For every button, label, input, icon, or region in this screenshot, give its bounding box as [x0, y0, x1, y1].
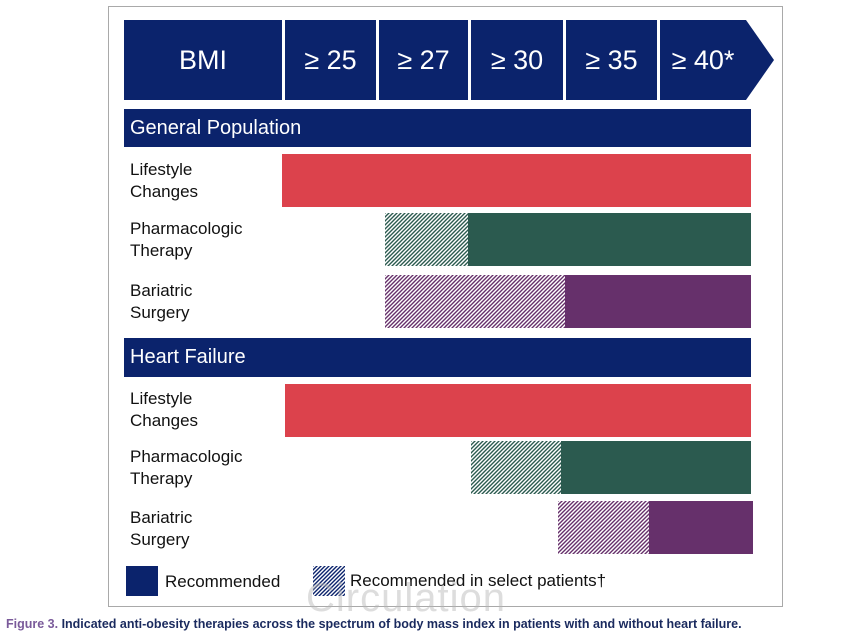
section-general-population: General Population [124, 109, 751, 147]
figure-caption: Figure 3. Indicated anti-obesity therapi… [6, 617, 742, 631]
circulation-watermark: Circulation [306, 576, 506, 620]
bmi-range-5: ≥ 40* [660, 20, 746, 100]
bar-gp-bariatric-select [385, 275, 565, 328]
bar-gp-pharmacologic-recommended [468, 213, 751, 266]
section-title: General Population [130, 116, 302, 139]
bmi-range-label: ≥ 30 [490, 44, 544, 75]
row-label-gp-lifestyle: Lifestyle Changes [130, 160, 199, 201]
row-label-gp-bariatric: Bariatric Surgery [130, 281, 193, 322]
row-label-gp-pharmacologic: Pharmacologic Therapy [130, 219, 243, 260]
bar-hf-pharmacologic-select [471, 441, 561, 494]
legend-recommended-label: Recommended [165, 572, 281, 591]
bmi-range-label: ≥ 27 [397, 44, 450, 75]
bmi-label: BMI [178, 44, 227, 75]
caption-text: Indicated anti-obesity therapies across … [58, 617, 742, 631]
bar-gp-bariatric-recommended [565, 275, 751, 328]
header-arrow-tip [746, 20, 774, 100]
legend-select-label: Recommended in select patients† [350, 571, 607, 590]
bar-gp-pharmacologic-select [385, 213, 468, 266]
row-label-hf-bariatric: Bariatric Surgery [130, 508, 193, 549]
row-label-hf-lifestyle: Lifestyle Changes [130, 389, 199, 430]
bmi-range-1: ≥ 25 [285, 20, 376, 100]
bar-hf-bariatric-recommended [649, 501, 753, 554]
bmi-range-label: ≥ 40* [671, 44, 735, 75]
bar-gp-lifestyle-recommended [282, 154, 751, 207]
section-title: Heart Failure [130, 346, 246, 368]
bar-hf-lifestyle-recommended [285, 384, 751, 437]
legend-recommended-swatch [126, 566, 158, 596]
bmi-header: BMI [124, 20, 282, 100]
figure-number: Figure 3. [6, 617, 59, 631]
bmi-range-label: ≥ 35 [585, 44, 638, 75]
section-heart-failure: Heart Failure [124, 338, 751, 377]
bmi-range-4: ≥ 35 [566, 20, 657, 100]
bar-hf-pharmacologic-recommended [561, 441, 751, 494]
bmi-range-label: ≥ 25 [304, 44, 357, 75]
bmi-range-3: ≥ 30 [471, 20, 563, 100]
row-label-hf-pharmacologic: Pharmacologic Therapy [130, 447, 243, 488]
bar-hf-bariatric-select [558, 501, 649, 554]
legend-select-swatch [313, 566, 345, 596]
bmi-range-2: ≥ 27 [379, 20, 468, 100]
